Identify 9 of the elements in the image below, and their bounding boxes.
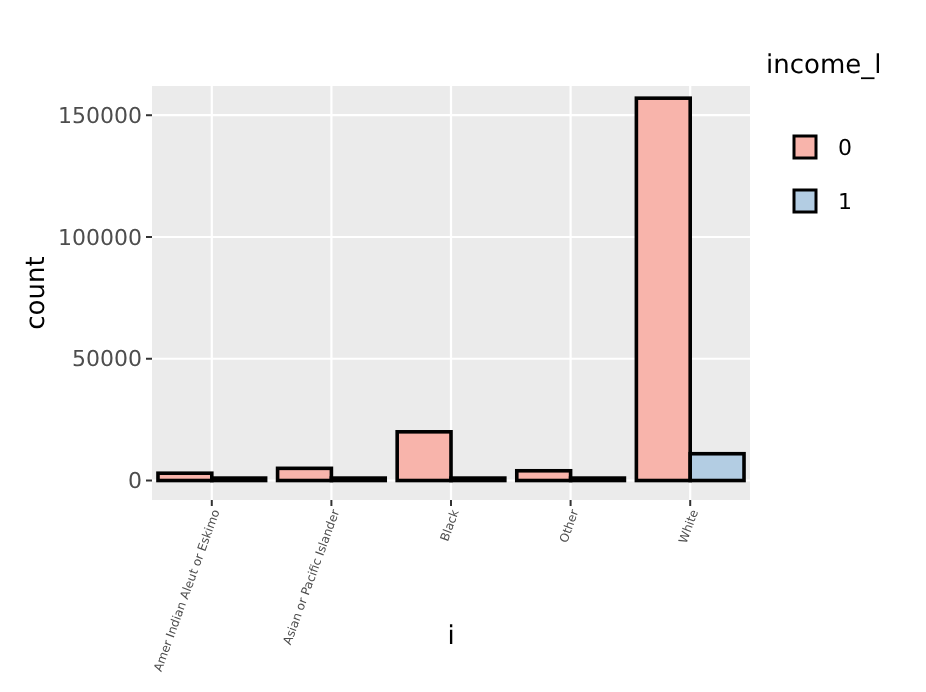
- legend-label: 1: [838, 188, 852, 215]
- y-tick-label: 100000: [58, 224, 142, 251]
- y-tick-label: 50000: [72, 346, 142, 373]
- x-axis-title: i: [447, 622, 455, 652]
- legend-label: 0: [838, 134, 852, 161]
- y-axis-title: count: [22, 256, 52, 330]
- y-tick-label: 0: [128, 468, 142, 495]
- y-tick-label: 150000: [58, 102, 142, 129]
- legend-title: income_l: [766, 51, 882, 82]
